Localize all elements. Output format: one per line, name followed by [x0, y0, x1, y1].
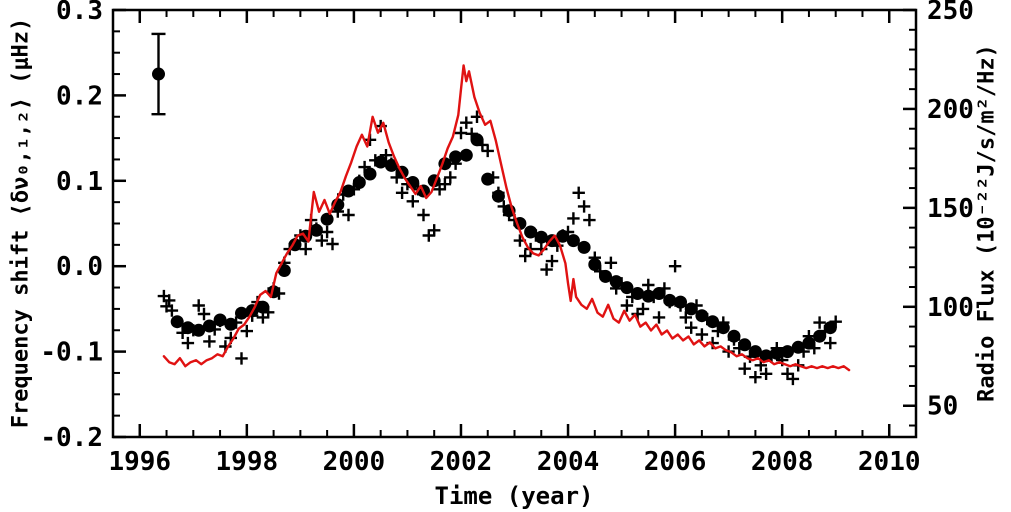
svg-text:2010: 2010 — [858, 447, 921, 477]
x-axis-title: Time (year) — [434, 482, 594, 510]
right-y-axis-title: Radio Flux (10⁻²²J/s/m²/Hz) — [974, 44, 1000, 402]
svg-text:1998: 1998 — [216, 447, 279, 477]
svg-text:0.0: 0.0 — [56, 252, 103, 282]
svg-text:2002: 2002 — [430, 447, 493, 477]
svg-text:2008: 2008 — [751, 447, 814, 477]
svg-text:50: 50 — [927, 392, 958, 422]
svg-text:2004: 2004 — [537, 447, 600, 477]
svg-text:-0.1: -0.1 — [40, 338, 103, 368]
svg-text:2006: 2006 — [644, 447, 707, 477]
svg-text:100: 100 — [927, 293, 974, 323]
svg-text:2000: 2000 — [323, 447, 386, 477]
svg-text:-0.2: -0.2 — [40, 423, 103, 453]
svg-text:0.2: 0.2 — [56, 81, 103, 111]
left-y-axis-title: Frequency shift ⟨δν₀,₁,₂⟩ (μHz) — [8, 17, 34, 429]
svg-text:0.1: 0.1 — [56, 167, 103, 197]
svg-text:200: 200 — [927, 95, 974, 125]
svg-text:1996: 1996 — [108, 447, 171, 477]
svg-text:0.3: 0.3 — [56, 0, 103, 26]
svg-text:250: 250 — [927, 0, 974, 26]
svg-text:150: 150 — [927, 194, 974, 224]
